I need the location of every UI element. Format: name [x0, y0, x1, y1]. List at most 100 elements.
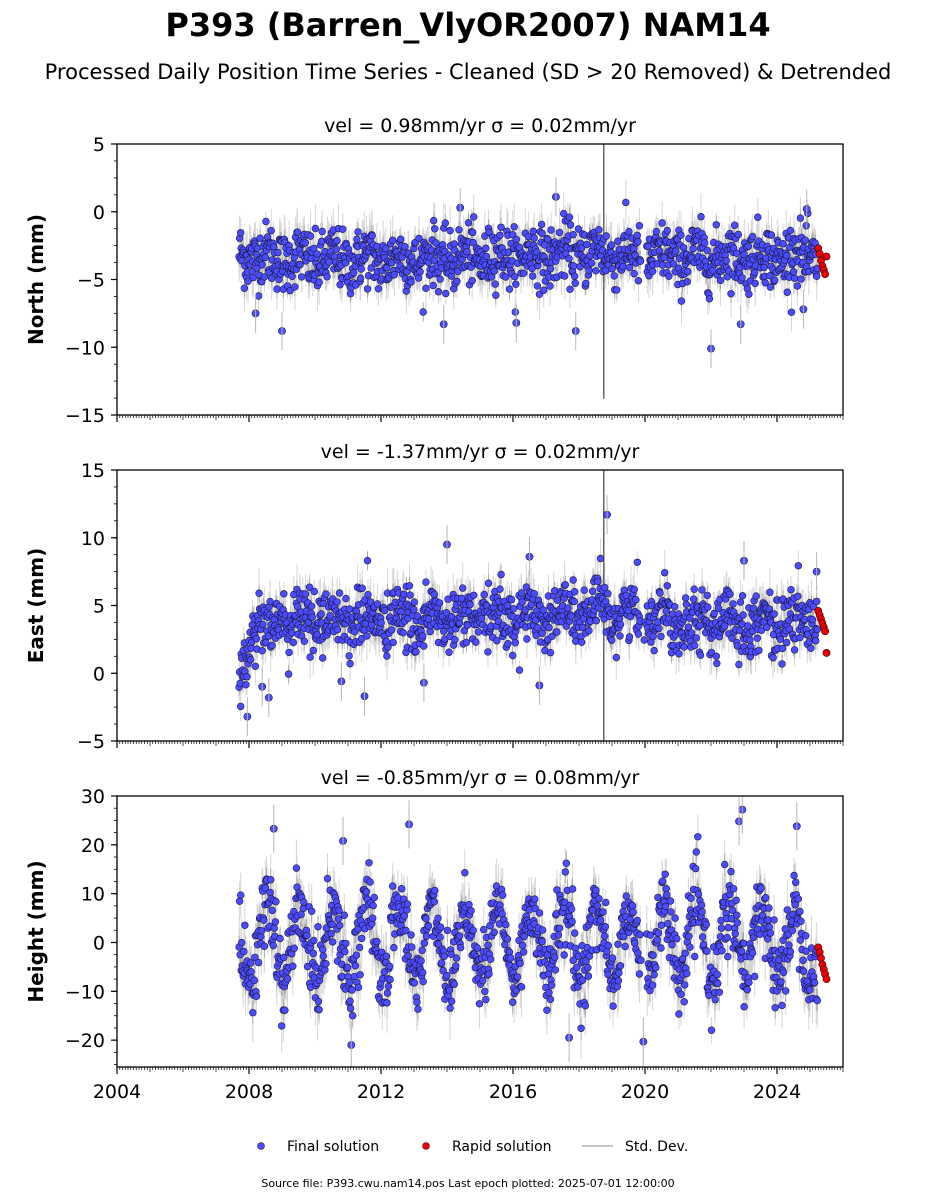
final-point: [492, 291, 500, 299]
final-point: [313, 250, 321, 258]
final-point: [711, 995, 719, 1004]
final-point: [373, 600, 382, 608]
final-point: [519, 269, 528, 277]
final-point: [292, 864, 301, 872]
final-point: [769, 653, 777, 662]
final-point: [750, 972, 759, 981]
final-point: [358, 934, 366, 943]
final-point: [284, 670, 293, 678]
final-point: [240, 284, 249, 292]
final-point: [382, 245, 390, 253]
final-point: [802, 222, 810, 230]
y-tick-label: −5: [77, 270, 105, 292]
final-point: [787, 308, 796, 316]
final-point: [667, 908, 675, 916]
final-point: [766, 272, 774, 280]
final-point: [261, 253, 270, 262]
final-point: [735, 660, 743, 669]
final-point: [490, 267, 498, 275]
final-point: [362, 888, 371, 896]
final-point: [333, 625, 342, 634]
y-axis-label: Height (mm): [24, 860, 48, 1002]
final-point: [718, 947, 726, 955]
final-point: [573, 963, 581, 972]
final-point: [662, 884, 670, 893]
final-point: [389, 236, 397, 245]
final-point: [748, 232, 757, 241]
final-point: [247, 968, 255, 976]
final-point: [363, 556, 372, 565]
final-point: [646, 931, 655, 939]
final-point: [559, 209, 568, 218]
final-point: [560, 272, 569, 280]
final-point: [657, 944, 665, 952]
final-point: [765, 923, 774, 931]
final-point: [703, 591, 711, 600]
final-point: [288, 272, 296, 280]
final-point: [569, 956, 577, 964]
final-point: [604, 970, 612, 979]
final-point: [622, 892, 630, 900]
final-point: [402, 926, 410, 935]
final-point: [782, 638, 791, 647]
final-point: [530, 590, 538, 598]
final-point: [796, 633, 804, 642]
final-point: [738, 592, 747, 600]
y-ticks: 15 10 5 0 −5: [77, 460, 117, 753]
final-point: [346, 659, 354, 668]
final-point: [437, 959, 446, 967]
final-point: [269, 941, 277, 950]
final-point: [537, 220, 546, 229]
final-point: [323, 273, 331, 281]
final-point: [569, 576, 577, 584]
final-point: [419, 632, 427, 640]
final-point: [511, 308, 519, 316]
final-point: [636, 257, 645, 265]
final-point: [776, 635, 785, 643]
final-point: [561, 580, 569, 589]
final-point: [607, 636, 616, 644]
final-point: [564, 604, 572, 612]
final-point: [658, 219, 666, 227]
final-point: [296, 261, 304, 269]
final-point: [685, 932, 693, 940]
final-point: [600, 932, 609, 940]
final-point: [531, 904, 539, 913]
final-point: [311, 224, 320, 233]
final-point: [567, 612, 575, 620]
final-point: [503, 601, 512, 610]
final-point: [270, 924, 278, 932]
final-point: [315, 1005, 323, 1014]
final-point: [770, 916, 778, 924]
final-point: [543, 1006, 551, 1014]
final-point: [319, 952, 327, 960]
final-point: [630, 585, 638, 594]
final-point: [518, 941, 527, 950]
final-point: [403, 900, 412, 908]
final-point: [585, 266, 593, 275]
final-point: [568, 885, 577, 893]
final-point: [625, 633, 634, 641]
final-point: [687, 894, 695, 902]
final-point: [608, 265, 616, 273]
final-point: [446, 226, 454, 235]
final-point: [698, 586, 706, 594]
final-point: [267, 875, 275, 884]
final-point: [517, 589, 526, 597]
final-point: [412, 647, 420, 656]
final-point: [600, 583, 609, 592]
final-point: [509, 998, 517, 1006]
final-point: [766, 588, 774, 596]
final-point: [546, 648, 555, 657]
final-point: [417, 957, 425, 965]
rapid-solution-points: [814, 244, 831, 278]
final-point: [794, 895, 802, 903]
final-point: [249, 1008, 257, 1017]
final-point: [306, 232, 315, 240]
final-point: [346, 997, 354, 1005]
final-point: [625, 227, 633, 236]
final-point: [420, 642, 428, 650]
footer-note: Source file: P393.cwu.nam14.pos Last epo…: [261, 1177, 674, 1190]
final-point: [716, 276, 725, 285]
final-point: [480, 590, 488, 599]
